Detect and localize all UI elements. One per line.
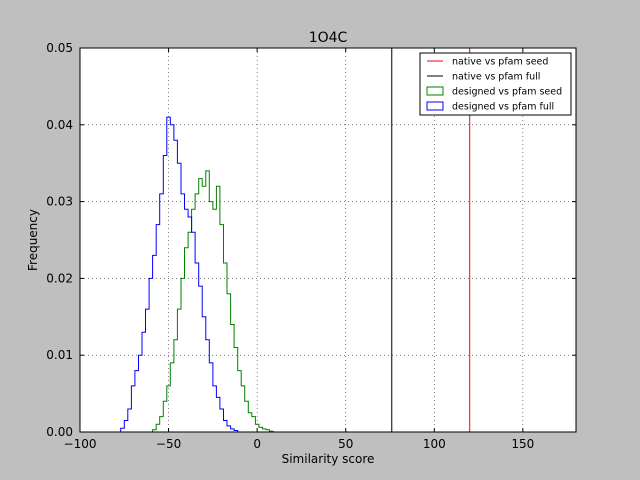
plot-frame bbox=[79, 47, 577, 433]
series-pfam-full bbox=[120, 116, 239, 432]
y-tick-label: 0.00 bbox=[46, 425, 73, 439]
legend-box-swatch bbox=[426, 86, 444, 96]
axis-ticks: −100 −50 0 50 100 150 0.00 0.01 0.02 0.03 0.04 0.05 bbox=[46, 41, 576, 451]
legend-label: native vs pfam full bbox=[452, 72, 540, 83]
histogram-step-outline bbox=[120, 116, 239, 432]
legend: native vs pfam seed native vs pfam full de… bbox=[419, 52, 572, 116]
histogram-series bbox=[120, 116, 274, 432]
y-tick-label: 0.02 bbox=[46, 271, 73, 285]
histogram-step-outline bbox=[152, 170, 274, 432]
y-tick-label: 0.05 bbox=[46, 41, 73, 55]
y-tick-label: 0.01 bbox=[46, 348, 73, 362]
legend-box bbox=[419, 52, 572, 116]
y-tick-label: 0.04 bbox=[46, 118, 73, 132]
legend-label: designed vs pfam full bbox=[452, 102, 554, 113]
x-tick-label: 100 bbox=[423, 437, 446, 451]
legend-label: native vs pfam seed bbox=[452, 57, 548, 68]
x-tick-label: −50 bbox=[156, 437, 181, 451]
x-tick-label: 150 bbox=[511, 437, 534, 451]
chart-title: 1O4C bbox=[309, 30, 348, 46]
series-pfam-seed bbox=[152, 170, 274, 432]
x-tick-label: 50 bbox=[338, 437, 353, 451]
x-tick-label: 0 bbox=[253, 437, 261, 451]
legend-box-swatch bbox=[426, 101, 444, 111]
x-axis-label: Similarity score bbox=[282, 452, 375, 466]
y-axis-label: Frequency bbox=[26, 209, 40, 271]
legend-label: designed vs pfam seed bbox=[452, 87, 562, 98]
x-tick-label: −100 bbox=[64, 437, 97, 451]
y-tick-label: 0.03 bbox=[46, 195, 73, 209]
